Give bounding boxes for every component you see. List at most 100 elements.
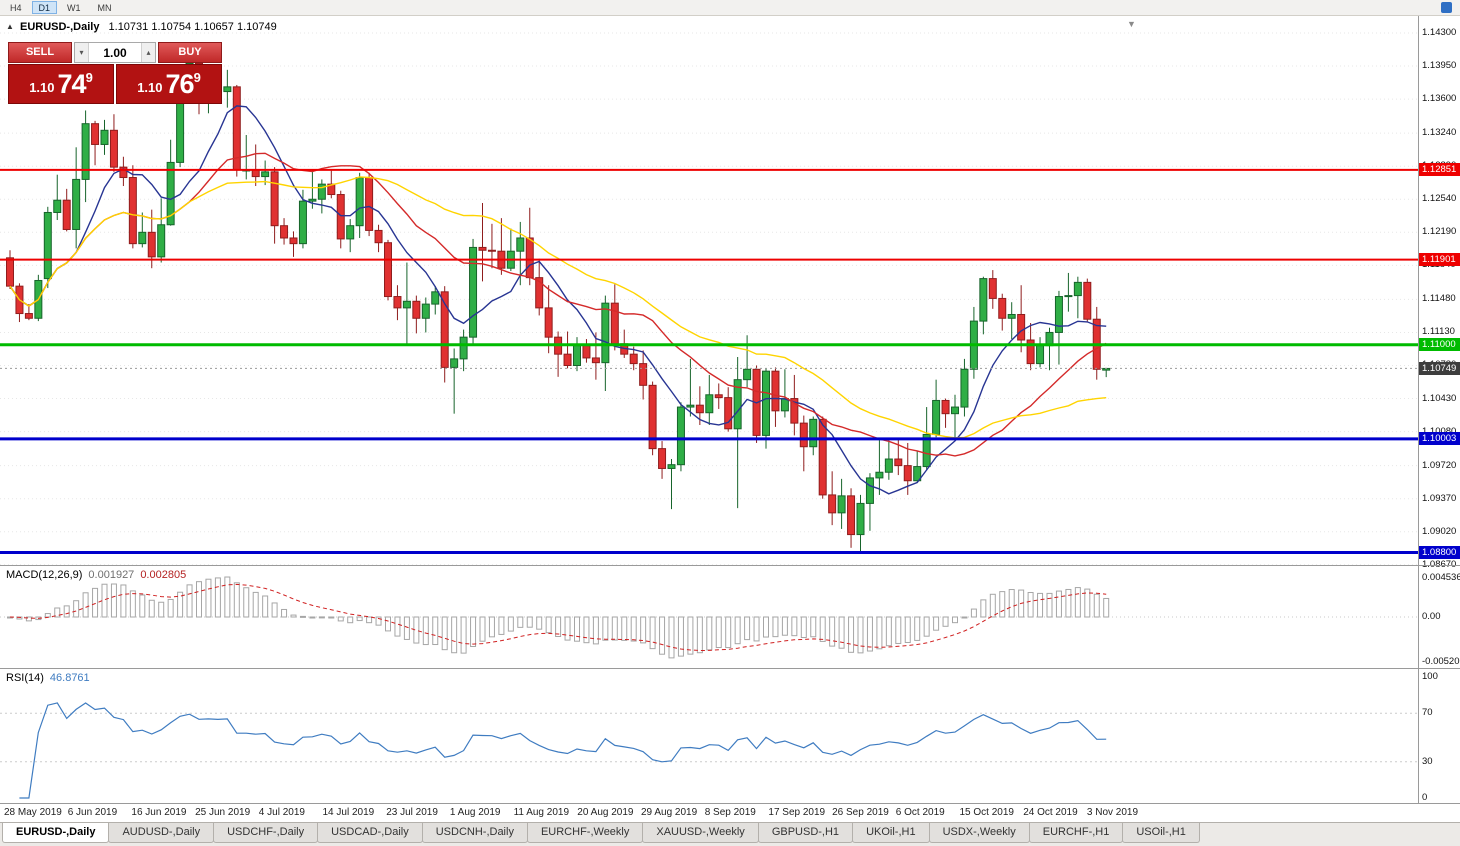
volume-stepper: ▾ ▴ — [74, 42, 156, 63]
price-chart-canvas[interactable] — [0, 16, 1418, 565]
toolbar-app-icon[interactable] — [1441, 2, 1452, 13]
rsi-value: 46.8761 — [49, 672, 90, 684]
timeframe-button-h4[interactable]: H4 — [10, 3, 22, 13]
date-axis-label: 8 Sep 2019 — [704, 807, 756, 818]
date-axis-label: 23 Jul 2019 — [386, 807, 438, 818]
sell-price-pip-digit: 9 — [85, 70, 93, 85]
macd-axis-label: 0.004536 — [1422, 571, 1460, 583]
sell-price-big-digits: 74 — [57, 68, 87, 99]
volume-decrement-icon[interactable]: ▾ — [75, 43, 89, 62]
chart-tab-usoil-h1[interactable]: USOil-,H1 — [1122, 823, 1200, 843]
pane-separator[interactable] — [0, 668, 1460, 669]
top-toolbar: H4 D1 W1 MN — [0, 0, 1460, 16]
date-axis-label: 15 Oct 2019 — [959, 807, 1014, 818]
time-axis[interactable]: 28 May 2019 6 Jun 2019 16 Jun 2019 25 Jun 2… — [0, 804, 1418, 822]
macd-name: MACD(12,26,9) — [6, 569, 83, 581]
macd-main-value: 0.001927 — [88, 569, 135, 581]
price-level-badge: 1.11000 — [1419, 338, 1460, 352]
buy-price-big-digits: 76 — [165, 68, 195, 99]
current-price-badge: 1.10749 — [1419, 361, 1460, 375]
volume-input[interactable] — [89, 43, 141, 62]
macd-axis-label: -0.005205 — [1422, 655, 1460, 667]
price-tick-label: 1.09720 — [1422, 459, 1457, 471]
price-tick-label: 1.14300 — [1422, 27, 1457, 38]
date-axis-label: 20 Aug 2019 — [577, 807, 634, 818]
rsi-axis-label: 100 — [1422, 671, 1438, 682]
chart-tab-usdcad-daily[interactable]: USDCAD-,Daily — [317, 823, 423, 843]
buy-price-panel[interactable]: 1.10 76 9 — [116, 64, 222, 104]
chart-tab-bar: EURUSD-,Daily AUDUSD-,Daily USDCHF-,Daily U… — [0, 822, 1460, 846]
chart-tab-eurchf-weekly[interactable]: EURCHF-,Weekly — [526, 823, 644, 843]
price-tick-label: 1.09020 — [1422, 525, 1457, 537]
price-tick-label: 1.12190 — [1422, 226, 1457, 238]
date-axis-label: 6 Oct 2019 — [895, 807, 945, 818]
price-level-badge: 1.10003 — [1419, 432, 1460, 446]
date-axis-label: 1 Aug 2019 — [449, 807, 501, 818]
date-axis-label: 4 Jul 2019 — [258, 807, 305, 818]
date-axis-label: 11 Aug 2019 — [513, 807, 570, 818]
macd-axis-label: 0.00 — [1422, 611, 1441, 622]
price-tick-label: 1.09370 — [1422, 492, 1457, 504]
price-axis[interactable]: 1.143001.139501.136001.132401.128901.125… — [1418, 16, 1460, 803]
price-tick-label: 1.08670 — [1422, 559, 1456, 570]
date-axis-label: 25 Jun 2019 — [195, 807, 251, 818]
chart-tab-usdchf-daily[interactable]: USDCHF-,Daily — [213, 823, 319, 843]
chart-ohlc-values: 1.10731 1.10754 1.10657 1.10749 — [108, 21, 277, 33]
pane-separator — [0, 803, 1460, 804]
buy-button[interactable]: BUY — [158, 42, 222, 63]
date-axis-label: 16 Jun 2019 — [131, 807, 187, 818]
date-axis-label: 14 Jul 2019 — [322, 807, 375, 818]
chart-tab-eurusd-daily[interactable]: EURUSD-,Daily — [2, 823, 110, 843]
sell-price-prefix: 1.10 — [29, 80, 55, 95]
volume-increment-icon[interactable]: ▴ — [141, 43, 155, 62]
date-axis-label: 26 Sep 2019 — [832, 807, 889, 818]
timeframe-button-d1[interactable]: D1 — [31, 1, 58, 14]
date-axis-label: 17 Sep 2019 — [768, 807, 826, 818]
price-level-badge: 1.12851 — [1419, 163, 1460, 177]
buy-price-pip-digit: 9 — [193, 70, 201, 85]
price-tick-label: 1.10430 — [1422, 392, 1457, 404]
rsi-pane-canvas[interactable] — [0, 668, 1418, 803]
price-tick-label: 1.10080 — [1422, 425, 1457, 437]
chart-shift-marker-icon[interactable]: ▼ — [1127, 19, 1136, 29]
date-axis-label: 3 Nov 2019 — [1086, 807, 1139, 818]
rsi-axis-label: 0 — [1422, 792, 1428, 803]
chart-title: ▲ EURUSD-,Daily 1.10731 1.10754 1.10657 … — [6, 21, 277, 33]
chart-tab-gbpusd-h1[interactable]: GBPUSD-,H1 — [757, 823, 854, 843]
date-axis-label: 29 Aug 2019 — [641, 807, 698, 818]
pane-separator[interactable] — [0, 565, 1460, 566]
sell-button[interactable]: SELL — [8, 42, 72, 63]
chart-tab-usdx-weekly[interactable]: USDX-,Weekly — [928, 823, 1030, 843]
buy-price-prefix: 1.10 — [137, 80, 163, 95]
price-tick-label: 1.11480 — [1422, 293, 1456, 305]
rsi-axis-label: 30 — [1422, 755, 1433, 767]
price-tick-label: 1.13240 — [1422, 127, 1457, 139]
chart-symbol-period: EURUSD-,Daily — [19, 21, 100, 33]
timeframe-button-group: H4 D1 W1 MN — [3, 1, 122, 14]
macd-pane-canvas[interactable] — [0, 565, 1418, 668]
one-click-collapse-icon[interactable]: ▲ — [6, 22, 14, 31]
date-axis-label: 6 Jun 2019 — [67, 807, 118, 818]
macd-indicator-label: MACD(12,26,9) 0.001927 0.002805 — [6, 569, 186, 581]
chart-tab-xauusd-weekly[interactable]: XAUUSD-,Weekly — [642, 823, 759, 843]
chart-tab-usdcnh-daily[interactable]: USDCNH-,Daily — [421, 823, 528, 843]
chart-tab-ukoil-h1[interactable]: UKOil-,H1 — [852, 823, 930, 843]
sell-price-panel[interactable]: 1.10 74 9 — [8, 64, 114, 104]
date-axis-label: 24 Oct 2019 — [1023, 807, 1078, 818]
price-level-badge: 1.08800 — [1419, 546, 1460, 560]
chart-tab-eurchf-h1[interactable]: EURCHF-,H1 — [1028, 823, 1124, 843]
price-tick-label: 1.11130 — [1422, 326, 1455, 338]
rsi-name: RSI(14) — [6, 672, 44, 684]
macd-signal-value: 0.002805 — [140, 569, 187, 581]
timeframe-button-mn[interactable]: MN — [97, 3, 112, 13]
price-tick-label: 1.13600 — [1422, 93, 1457, 105]
price-level-badge: 1.11901 — [1419, 253, 1460, 267]
price-tick-label: 1.13950 — [1422, 60, 1457, 72]
date-axis-label: 28 May 2019 — [4, 807, 62, 818]
chart-tab-audusd-daily[interactable]: AUDUSD-,Daily — [108, 823, 215, 843]
rsi-indicator-label: RSI(14) 46.8761 — [6, 672, 90, 684]
timeframe-button-w1[interactable]: W1 — [67, 3, 81, 13]
rsi-axis-label: 70 — [1422, 707, 1433, 719]
price-tick-label: 1.12540 — [1422, 193, 1457, 205]
